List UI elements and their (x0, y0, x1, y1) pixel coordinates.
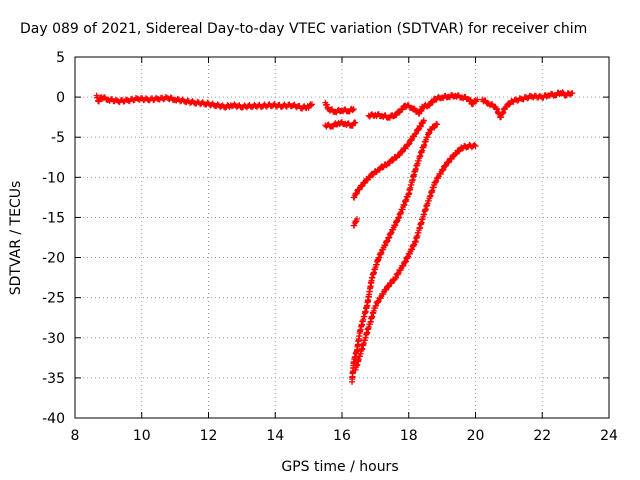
x-tick-label: 8 (71, 428, 80, 444)
y-tick-label: -10 (42, 170, 65, 186)
x-tick-label: 20 (467, 428, 485, 444)
grid (75, 57, 609, 418)
x-tick-label: 22 (533, 428, 551, 444)
series-markers (349, 120, 441, 385)
x-tick-label: 12 (200, 428, 218, 444)
y-axis-label: SDTVAR / TECUs (8, 181, 24, 296)
series-trace-main (93, 92, 315, 112)
series-trace-drop-2 (349, 120, 441, 385)
series-trace-drop-1b (350, 216, 360, 229)
series-markers (365, 102, 426, 121)
x-tick-label: 24 (600, 428, 618, 444)
series-trace-mid-b (322, 119, 359, 130)
series-markers (322, 119, 359, 130)
y-tick-label: -35 (42, 371, 65, 387)
series-trace-rise (419, 92, 481, 111)
series-markers (352, 141, 479, 373)
y-tick-label: -20 (42, 251, 65, 267)
data-points (93, 89, 576, 385)
x-tick-label: 14 (266, 428, 284, 444)
series-trace-hump (365, 102, 426, 121)
y-tick-label: -5 (51, 130, 65, 146)
series-markers (350, 216, 360, 229)
x-tick-label: 16 (333, 428, 351, 444)
series-markers (419, 92, 481, 111)
x-axis-label: GPS time / hours (281, 459, 398, 475)
y-tick-label: -30 (42, 331, 65, 347)
series-trace-drop-1 (350, 117, 427, 201)
y-tick-label: -25 (42, 291, 65, 307)
x-tick-label: 18 (400, 428, 418, 444)
x-tick-label: 10 (133, 428, 151, 444)
series-trace-mid-a (322, 99, 357, 116)
series-trace-drop-3 (352, 141, 479, 373)
series-markers (93, 92, 315, 112)
chart-title: Day 089 of 2021, Sidereal Day-to-day VTE… (20, 21, 587, 37)
series-trace-late (479, 89, 576, 121)
y-tick-label: 0 (56, 90, 65, 106)
series-markers (350, 117, 427, 201)
series-markers (479, 89, 576, 121)
axis-ticks: 8 10 12 14 16 18 20 22 24 5 0 -5 -10 -15 -20 -25 -30 -35 -… (42, 50, 618, 444)
y-tick-label: -40 (42, 411, 65, 427)
series-markers (322, 99, 357, 116)
y-tick-label: 5 (56, 50, 65, 66)
y-tick-label: -15 (42, 210, 65, 226)
